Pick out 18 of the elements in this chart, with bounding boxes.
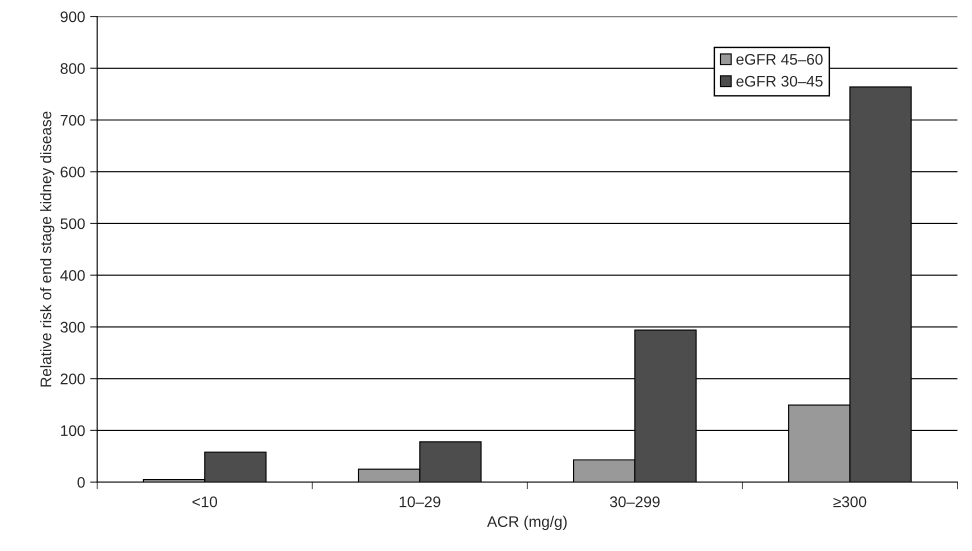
y-axis-title: Relative risk of end stage kidney disease <box>40 112 54 386</box>
y-tick-label: 400 <box>60 270 85 281</box>
legend-label: eGFR 45–60 <box>736 54 823 65</box>
x-tick-label: 30–299 <box>610 496 660 508</box>
y-tick-label: 900 <box>60 11 85 22</box>
y-tick-label: 800 <box>60 63 85 74</box>
y-tick-label: 600 <box>60 166 85 178</box>
y-tick-label: 0 <box>77 476 85 488</box>
y-tick-label: 100 <box>61 425 85 436</box>
x-tick-label: <10 <box>192 496 218 508</box>
x-axis-title: ACR (mg/g) <box>487 516 567 530</box>
y-tick-label: 500 <box>60 218 85 230</box>
legend-label: eGFR 30–45 <box>736 76 823 87</box>
y-tick-label: 300 <box>60 322 85 333</box>
x-tick-label: ≥300 <box>833 496 866 508</box>
x-tick-label: 10–29 <box>400 496 440 508</box>
y-tick-label: 200 <box>60 374 85 384</box>
y-tick-label: 700 <box>60 114 85 126</box>
